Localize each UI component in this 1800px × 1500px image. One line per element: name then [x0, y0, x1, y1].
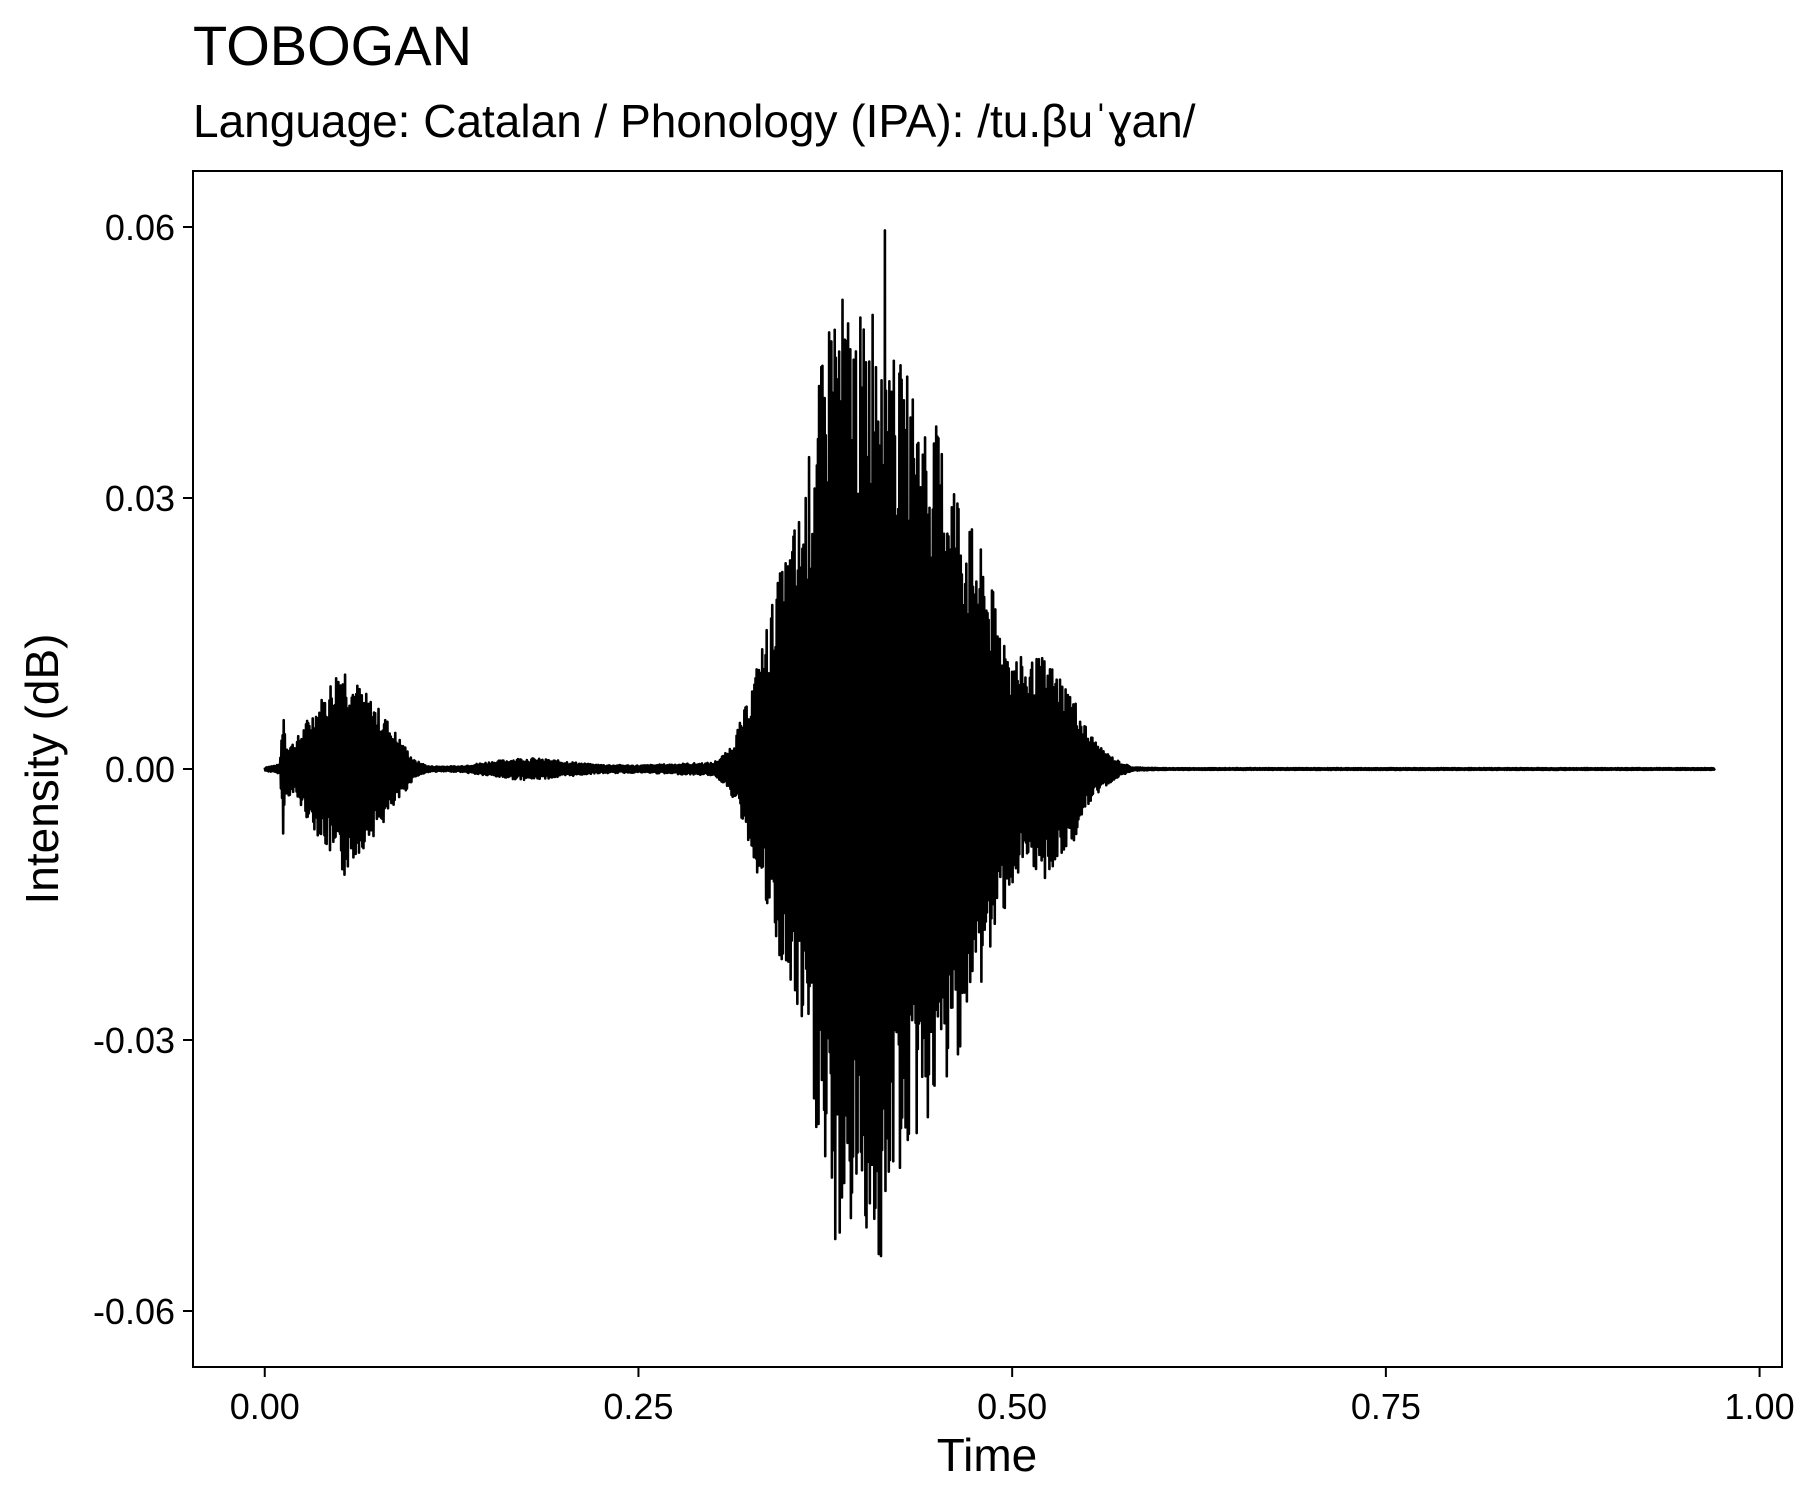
waveform-series-line	[263, 229, 1716, 1258]
x-tick-label: 1.00	[1725, 1386, 1795, 1427]
x-tick-label: 0.50	[977, 1386, 1047, 1427]
y-tick-label: -0.06	[93, 1291, 175, 1332]
waveform-layer	[263, 229, 1716, 1258]
y-axis-label: Intensity (dB)	[16, 634, 68, 905]
x-axis: 0.00 0.25 0.50 0.75 1.00	[230, 1367, 1795, 1427]
y-tick-label: -0.03	[93, 1020, 175, 1061]
chart-subtitle: Language: Catalan / Phonology (IPA): /tu…	[193, 95, 1196, 147]
y-tick-label: 0.03	[105, 478, 175, 519]
x-tick-label: 0.00	[230, 1386, 300, 1427]
x-tick-label: 0.25	[603, 1386, 673, 1427]
y-tick-label: 0.06	[105, 207, 175, 248]
chart-title: TOBOGAN	[193, 14, 473, 77]
y-axis: -0.06 -0.03 0.00 0.03 0.06	[93, 207, 193, 1332]
y-tick-label: 0.00	[105, 749, 175, 790]
x-axis-label: Time	[937, 1429, 1038, 1481]
x-tick-label: 0.75	[1351, 1386, 1421, 1427]
